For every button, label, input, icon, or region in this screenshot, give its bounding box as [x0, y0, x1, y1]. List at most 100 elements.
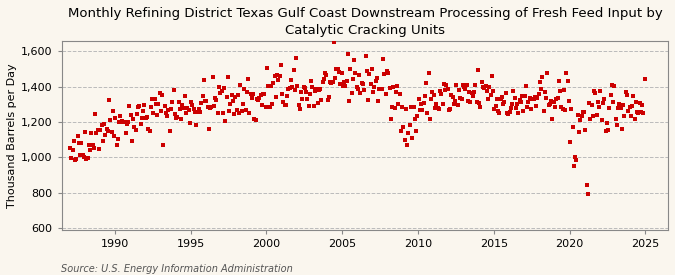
Point [161, 111, 171, 116]
Point [383, 71, 394, 75]
Point [275, 63, 286, 68]
Point [240, 108, 251, 112]
Point [331, 67, 342, 71]
Point [209, 104, 219, 108]
Point [538, 109, 549, 114]
Point [393, 102, 404, 106]
Point [577, 110, 588, 115]
Point [124, 104, 135, 108]
Point [265, 84, 276, 89]
Point [316, 98, 327, 103]
Point [139, 103, 150, 107]
Point [163, 107, 174, 112]
Point [338, 84, 348, 88]
Point [164, 129, 175, 133]
Point [332, 67, 343, 72]
Point [80, 130, 90, 134]
Point [499, 99, 510, 104]
Point [507, 101, 518, 106]
Point [557, 106, 568, 111]
Point [202, 104, 213, 109]
Point [351, 85, 362, 89]
Point [572, 113, 583, 117]
Point [568, 164, 579, 168]
Point [639, 77, 650, 81]
Point [319, 76, 329, 81]
Point [261, 105, 271, 109]
Point [421, 81, 431, 85]
Point [114, 120, 125, 125]
Point [264, 105, 275, 109]
Point [181, 111, 192, 115]
Point [561, 71, 572, 75]
Point [516, 100, 526, 105]
Point [606, 83, 617, 88]
Point [633, 111, 644, 115]
Point [103, 129, 113, 133]
Point [107, 108, 118, 113]
Point [455, 96, 466, 100]
Point [148, 111, 159, 116]
Point [95, 128, 106, 132]
Point [500, 91, 511, 95]
Point [90, 112, 101, 116]
Point [303, 104, 314, 108]
Point [475, 105, 486, 109]
Point [307, 85, 318, 89]
Point [452, 102, 463, 107]
Point [604, 106, 615, 110]
Point [168, 88, 179, 92]
Point [308, 104, 319, 108]
Point [497, 95, 508, 100]
Point [542, 71, 553, 75]
Point [213, 110, 223, 115]
Point [144, 128, 155, 133]
Point [375, 87, 386, 91]
Point [344, 98, 354, 103]
Point [315, 87, 325, 91]
Point [268, 80, 279, 85]
Point [379, 72, 390, 76]
Point [143, 127, 154, 131]
Point [146, 97, 157, 101]
Point [502, 111, 512, 115]
Point [488, 89, 499, 93]
Point [252, 97, 263, 101]
Point [380, 92, 391, 96]
Point [109, 133, 119, 138]
Point [174, 107, 185, 112]
Point [105, 118, 116, 122]
Point [361, 69, 372, 73]
Point [145, 105, 156, 109]
Point [389, 106, 400, 110]
Point [187, 102, 198, 107]
Point [539, 90, 550, 94]
Point [546, 98, 557, 103]
Point [269, 74, 280, 78]
Point [110, 116, 121, 120]
Point [398, 125, 409, 129]
Point [583, 192, 593, 196]
Point [192, 110, 203, 115]
Point [157, 93, 167, 97]
Point [480, 84, 491, 88]
Point [297, 97, 308, 101]
Point [369, 85, 380, 89]
Point [126, 139, 137, 143]
Point [306, 79, 317, 83]
Point [210, 96, 221, 100]
Point [423, 70, 434, 75]
Point [474, 101, 485, 105]
Point [279, 103, 290, 108]
Point [613, 106, 624, 110]
Point [490, 104, 501, 108]
Point [286, 77, 296, 82]
Point [368, 90, 379, 95]
Point [406, 105, 416, 109]
Point [589, 89, 599, 93]
Point [167, 100, 178, 104]
Point [509, 95, 520, 100]
Point [304, 92, 315, 97]
Point [547, 117, 558, 121]
Point [533, 92, 544, 96]
